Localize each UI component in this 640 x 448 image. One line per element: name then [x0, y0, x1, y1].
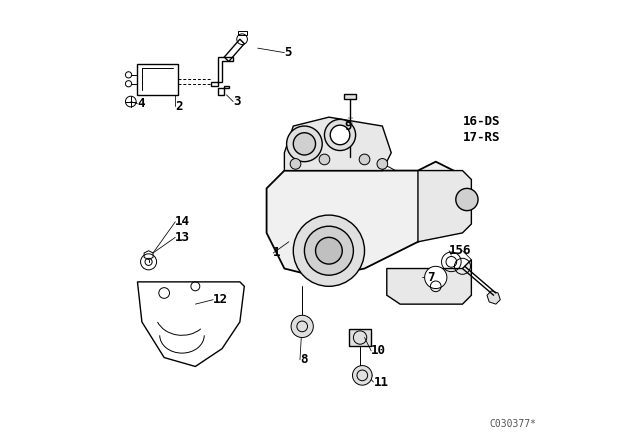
Polygon shape — [284, 117, 391, 171]
Text: C030377*: C030377* — [489, 419, 536, 429]
Text: 6: 6 — [463, 244, 470, 257]
Circle shape — [424, 266, 447, 289]
Bar — [344, 94, 356, 99]
Circle shape — [353, 366, 372, 385]
Text: 13: 13 — [175, 231, 190, 244]
Circle shape — [377, 159, 388, 169]
Text: 12: 12 — [213, 293, 228, 306]
Circle shape — [359, 154, 370, 165]
Circle shape — [319, 154, 330, 165]
Text: 15: 15 — [449, 244, 464, 257]
Text: 17-RS: 17-RS — [463, 131, 500, 144]
Text: 4: 4 — [138, 97, 145, 110]
Polygon shape — [349, 329, 371, 346]
Bar — [138, 64, 177, 95]
Text: 14: 14 — [175, 215, 190, 228]
Text: 10: 10 — [371, 345, 386, 358]
Circle shape — [293, 133, 316, 155]
Circle shape — [293, 215, 365, 286]
Circle shape — [324, 119, 356, 151]
Text: 9: 9 — [344, 120, 352, 133]
Text: 3: 3 — [233, 95, 241, 108]
Circle shape — [291, 315, 314, 337]
Circle shape — [316, 237, 342, 264]
Circle shape — [305, 226, 353, 275]
Circle shape — [290, 159, 301, 169]
Polygon shape — [387, 260, 472, 304]
Circle shape — [287, 126, 322, 162]
Polygon shape — [487, 291, 500, 304]
Text: 7: 7 — [427, 271, 435, 284]
Text: 5: 5 — [284, 46, 292, 59]
Text: 1: 1 — [273, 246, 281, 259]
Polygon shape — [418, 171, 472, 242]
Text: 16-DS: 16-DS — [463, 115, 500, 128]
Circle shape — [330, 125, 350, 145]
Text: 11: 11 — [373, 375, 388, 388]
Circle shape — [456, 188, 478, 211]
Text: 8: 8 — [300, 353, 307, 366]
Polygon shape — [267, 162, 454, 277]
Text: 2: 2 — [175, 99, 183, 112]
